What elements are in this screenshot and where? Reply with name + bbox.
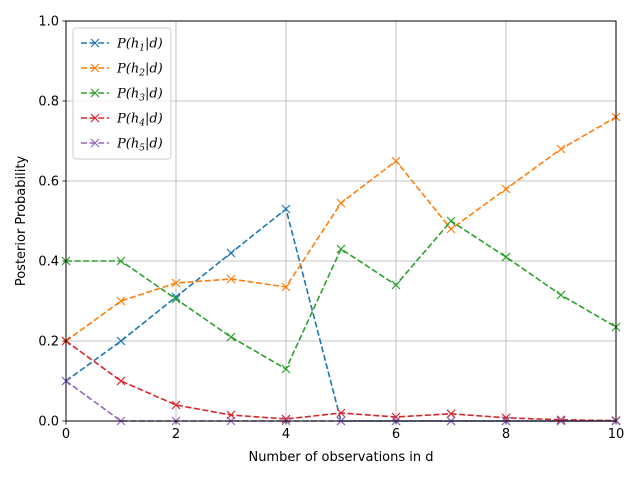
series-3 bbox=[61, 216, 621, 374]
legend-entry: P(h3|d) bbox=[81, 87, 163, 104]
data-point-marker bbox=[226, 248, 236, 258]
data-point-marker bbox=[281, 204, 291, 214]
legend: P(h1|d) P(h2|d) P(h3|d) P(h4|d) P(h5|d) bbox=[72, 27, 172, 160]
legend-entry: P(h1|d) bbox=[81, 37, 163, 54]
data-point-marker bbox=[391, 156, 401, 166]
legend-marker bbox=[90, 63, 100, 73]
legend-marker bbox=[90, 113, 100, 123]
x-axis-label: Number of observations in d bbox=[248, 450, 433, 465]
data-point-marker bbox=[171, 278, 181, 288]
legend-marker bbox=[90, 88, 100, 98]
data-point-marker bbox=[226, 274, 236, 284]
axis-ticks: 0 2 4 6 8 10 0.0 0.2 0.4 0.6 0.8 1.0 bbox=[38, 15, 624, 443]
plot-area-frame bbox=[65, 20, 617, 422]
data-point-marker bbox=[556, 290, 566, 300]
grid bbox=[65, 20, 617, 422]
legend-marker bbox=[90, 138, 100, 148]
x-tick-label: 0 bbox=[62, 427, 70, 442]
legend-box bbox=[72, 27, 172, 160]
y-tick-label: 0.8 bbox=[38, 95, 59, 110]
legend-entry: P(h2|d) bbox=[81, 62, 163, 79]
data-point-marker bbox=[116, 376, 126, 386]
data-point-marker bbox=[281, 282, 291, 292]
data-point-marker bbox=[556, 144, 566, 154]
data-point-marker bbox=[116, 336, 126, 346]
data-point-marker bbox=[171, 292, 181, 302]
x-tick-label: 10 bbox=[608, 427, 625, 442]
legend-label: P(h4|d) bbox=[116, 112, 163, 129]
data-point-marker bbox=[501, 184, 511, 194]
data-point-marker bbox=[391, 412, 401, 422]
data-point-marker bbox=[446, 224, 456, 234]
data-point-marker bbox=[446, 216, 456, 226]
data-point-marker bbox=[336, 198, 346, 208]
data-point-marker bbox=[336, 244, 346, 254]
legend-entry: P(h4|d) bbox=[81, 112, 163, 129]
y-axis-label: Posterior Probability bbox=[14, 156, 29, 287]
x-tick-label: 2 bbox=[172, 427, 180, 442]
data-point-marker bbox=[226, 332, 236, 342]
data-point-marker bbox=[116, 296, 126, 306]
y-tick-label: 0.0 bbox=[38, 415, 59, 430]
x-tick-label: 8 bbox=[502, 427, 510, 442]
data-point-marker bbox=[391, 280, 401, 290]
data-point-marker bbox=[171, 294, 181, 304]
y-tick-label: 0.2 bbox=[38, 335, 59, 350]
legend-label: P(h2|d) bbox=[116, 62, 163, 79]
data-point-marker bbox=[116, 256, 126, 266]
data-point-marker bbox=[281, 364, 291, 374]
data-point-marker bbox=[556, 415, 566, 425]
y-tick-label: 0.4 bbox=[38, 255, 59, 270]
legend-label: P(h1|d) bbox=[116, 37, 163, 54]
data-point-marker bbox=[171, 400, 181, 410]
x-tick-label: 4 bbox=[282, 427, 290, 442]
series-lines bbox=[61, 112, 621, 426]
legend-label: P(h5|d) bbox=[116, 137, 163, 154]
data-point-marker bbox=[336, 408, 346, 418]
y-tick-label: 0.6 bbox=[38, 175, 59, 190]
legend-marker bbox=[90, 38, 100, 48]
legend-entry: P(h5|d) bbox=[81, 137, 163, 154]
y-tick-label: 1.0 bbox=[38, 15, 59, 30]
data-point-marker bbox=[446, 409, 456, 419]
legend-label: P(h3|d) bbox=[116, 87, 163, 104]
x-tick-label: 6 bbox=[392, 427, 400, 442]
data-point-marker bbox=[501, 252, 511, 262]
